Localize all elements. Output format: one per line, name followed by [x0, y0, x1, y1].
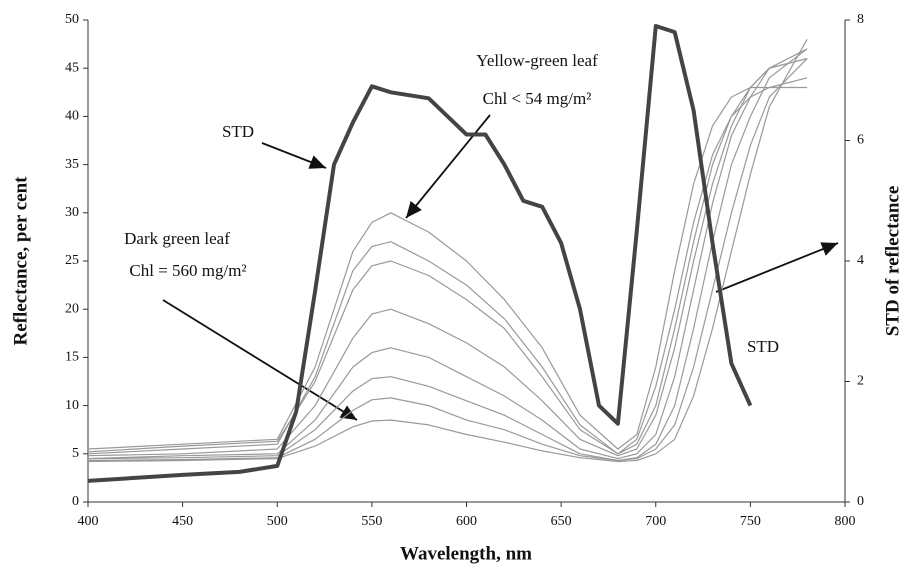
arrow [261, 142, 327, 169]
spectrum-line [87, 58, 808, 462]
spectrum-line [87, 86, 808, 450]
y2-axis-label: STD of reflectance [882, 186, 903, 337]
y-tick-label: 25 [65, 253, 79, 268]
y-tick-label: 30 [65, 205, 79, 220]
y-tick-label: 10 [65, 398, 79, 413]
spectrum-line [87, 58, 808, 457]
x-tick-label: 450 [172, 514, 193, 529]
x-tick-label: 600 [456, 514, 477, 529]
spectrum-line [87, 58, 808, 455]
arrow [162, 299, 358, 421]
y-tick-label: 45 [65, 60, 79, 75]
arrow [715, 242, 839, 293]
annotation: Dark green leaf [124, 229, 230, 248]
annotation: Chl = 560 mg/m² [129, 261, 246, 280]
y-tick-label: 0 [72, 494, 79, 509]
y-tick-label: 50 [65, 12, 79, 27]
x-axis-label: Wavelength, nm [400, 543, 532, 564]
y2-tick-label: 6 [857, 133, 864, 148]
spectrum-line [87, 77, 808, 455]
y-tick-label: 20 [65, 301, 79, 316]
x-tick-label: 550 [361, 514, 382, 529]
y-tick-label: 15 [65, 350, 79, 365]
annotation: STD [747, 337, 779, 356]
x-tick-label: 400 [78, 514, 99, 529]
y-tick-label: 40 [65, 109, 79, 124]
x-tick-label: 700 [645, 514, 666, 529]
x-tick-label: 800 [835, 514, 856, 529]
x-tick-label: 750 [740, 514, 761, 529]
y2-tick-label: 8 [857, 12, 864, 27]
spectrum-line [87, 48, 808, 462]
spectrum-line [87, 48, 808, 460]
y-axis-label: Reflectance, per cent [10, 176, 31, 346]
std-line [87, 24, 753, 483]
x-tick-label: 650 [551, 514, 572, 529]
y2-tick-label: 0 [857, 494, 864, 509]
annotation: Chl < 54 mg/m² [483, 89, 592, 108]
annotation: Yellow-green leaf [476, 51, 598, 70]
y2-tick-label: 2 [857, 374, 864, 389]
arrows [162, 114, 839, 421]
annotation: STD [222, 122, 254, 141]
arrow [405, 114, 491, 219]
x-tick-label: 500 [267, 514, 288, 529]
y-tick-label: 35 [65, 157, 79, 172]
y2-tick-label: 4 [857, 253, 864, 268]
y-tick-label: 5 [72, 446, 79, 461]
spectrum-line [87, 39, 808, 463]
